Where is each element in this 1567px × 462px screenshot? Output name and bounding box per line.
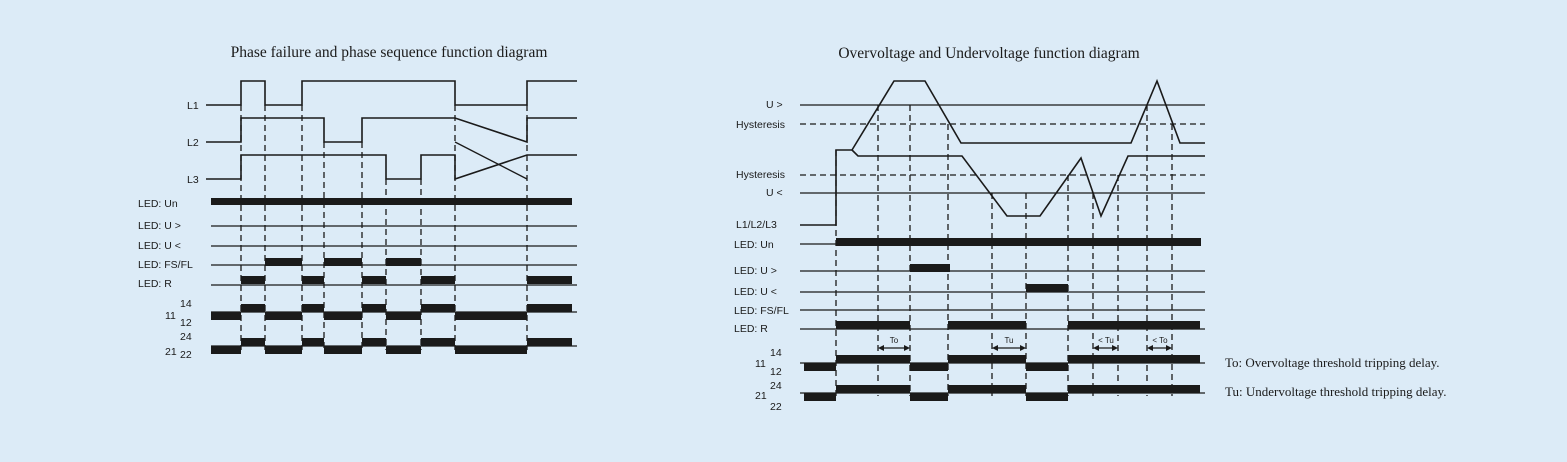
left-contact-12: 12 <box>180 317 192 329</box>
left-r-bar <box>527 276 572 284</box>
left-r-bar <box>241 276 265 284</box>
right-contact1-high <box>836 355 910 363</box>
right-contact-21: 21 <box>755 390 767 402</box>
right-label-hysteresis-bottom: Hysteresis <box>736 169 785 181</box>
left-contact-14: 14 <box>180 298 192 310</box>
left-contact2-high <box>421 338 455 346</box>
right-contact2-high <box>836 385 910 393</box>
right-delay-arrows <box>878 345 1172 351</box>
left-contact1-high <box>362 304 386 312</box>
right-delay-tu-1: Tu <box>1004 336 1013 345</box>
left-contact2-low <box>386 346 421 354</box>
right-contact2-high <box>1068 385 1200 393</box>
right-uover-bar <box>910 264 950 272</box>
left-contact-22: 22 <box>180 349 192 361</box>
right-contact2-low <box>804 393 836 401</box>
right-contact2-low <box>910 393 948 401</box>
left-wave-l2 <box>206 117 577 144</box>
right-label-led-uunder: LED: U < <box>734 286 777 298</box>
left-label-l2: L2 <box>187 137 199 149</box>
left-contact2-high <box>527 338 572 346</box>
right-contact-12: 12 <box>770 366 782 378</box>
right-label-uunder: U < <box>766 187 783 199</box>
left-fsfl-bar <box>386 258 421 266</box>
left-label-l1: L1 <box>187 100 199 112</box>
right-label-led-un: LED: Un <box>734 239 774 251</box>
right-voltage-curve-lower <box>851 149 1205 219</box>
left-contact1-low <box>386 312 421 320</box>
left-transition-markers <box>240 105 528 350</box>
right-voltage-curve-upper <box>800 78 1205 226</box>
right-transition-markers <box>835 105 1173 396</box>
right-contact-22: 22 <box>770 401 782 413</box>
left-contact2-low <box>324 346 362 354</box>
right-label-led-fsfl: LED: FS/FL <box>734 305 789 317</box>
right-contact1-low <box>1026 363 1068 371</box>
left-contact1-high <box>527 304 572 312</box>
left-label-led-r: LED: R <box>138 278 172 290</box>
left-fsfl-bar <box>265 258 302 266</box>
left-contact1-high <box>302 304 324 312</box>
left-r-bar <box>421 276 455 284</box>
left-contact1-low <box>211 312 241 320</box>
right-label-hysteresis-top: Hysteresis <box>736 119 785 131</box>
phase-failure-diagram: Phase failure and phase sequence functio… <box>138 44 577 361</box>
left-contact1-high <box>421 304 455 312</box>
left-label-l3: L3 <box>187 174 199 186</box>
right-delay-to-2: < To <box>1152 336 1168 345</box>
right-r-bar <box>836 321 910 329</box>
left-led-un-bar <box>211 198 572 205</box>
right-uunder-bar <box>1026 284 1068 292</box>
left-contact2-low <box>455 346 527 354</box>
note-undervoltage-delay: Tu: Undervoltage threshold tripping dela… <box>1225 384 1446 399</box>
right-diagram-title: Overvoltage and Undervoltage function di… <box>838 45 1139 62</box>
right-r-bar <box>1068 321 1200 329</box>
note-overvoltage-delay: To: Overvoltage threshold tripping delay… <box>1225 355 1440 370</box>
left-contact-24: 24 <box>180 331 192 343</box>
left-contact2-high <box>362 338 386 346</box>
left-contact1-low <box>324 312 362 320</box>
right-delay-to-1: To <box>890 336 899 345</box>
over-under-voltage-diagram: Overvoltage and Undervoltage function di… <box>734 45 1446 413</box>
left-contact-21: 21 <box>165 346 177 358</box>
left-label-led-uunder: LED: U < <box>138 240 181 252</box>
left-diagram-title: Phase failure and phase sequence functio… <box>231 44 548 61</box>
right-label-led-uover: LED: U > <box>734 265 777 277</box>
right-label-l123: L1/L2/L3 <box>736 219 777 231</box>
left-phase-cross <box>454 141 528 180</box>
right-contact2-low <box>1026 393 1068 401</box>
right-contact1-high <box>948 355 1026 363</box>
right-delay-tu-2: < Tu <box>1098 336 1114 345</box>
left-contact1-low <box>265 312 302 320</box>
right-label-led-r: LED: R <box>734 323 768 335</box>
left-contact2-high <box>302 338 324 346</box>
right-contact-14: 14 <box>770 347 782 359</box>
right-r-bar <box>948 321 1026 329</box>
right-contact-24: 24 <box>770 380 782 392</box>
left-r-bar <box>302 276 324 284</box>
right-led-un-bar <box>836 238 1201 246</box>
left-label-led-fsfl: LED: FS/FL <box>138 259 193 271</box>
left-label-led-un: LED: Un <box>138 198 178 210</box>
left-contact1-high <box>241 304 265 312</box>
right-contact1-low <box>804 363 836 371</box>
right-contact1-low <box>910 363 948 371</box>
left-contact2-low <box>265 346 302 354</box>
left-contact1-low <box>455 312 527 320</box>
left-fsfl-bar <box>324 258 362 266</box>
left-r-bar <box>362 276 386 284</box>
left-contact-11: 11 <box>165 310 176 322</box>
left-label-led-uover: LED: U > <box>138 220 181 232</box>
right-contact2-high <box>948 385 1026 393</box>
left-wave-l1 <box>206 80 577 106</box>
right-contact1-high <box>1068 355 1200 363</box>
left-contact2-low <box>211 346 241 354</box>
left-contact2-high <box>241 338 265 346</box>
right-contact-11: 11 <box>755 358 766 370</box>
right-label-uover: U > <box>766 99 783 111</box>
